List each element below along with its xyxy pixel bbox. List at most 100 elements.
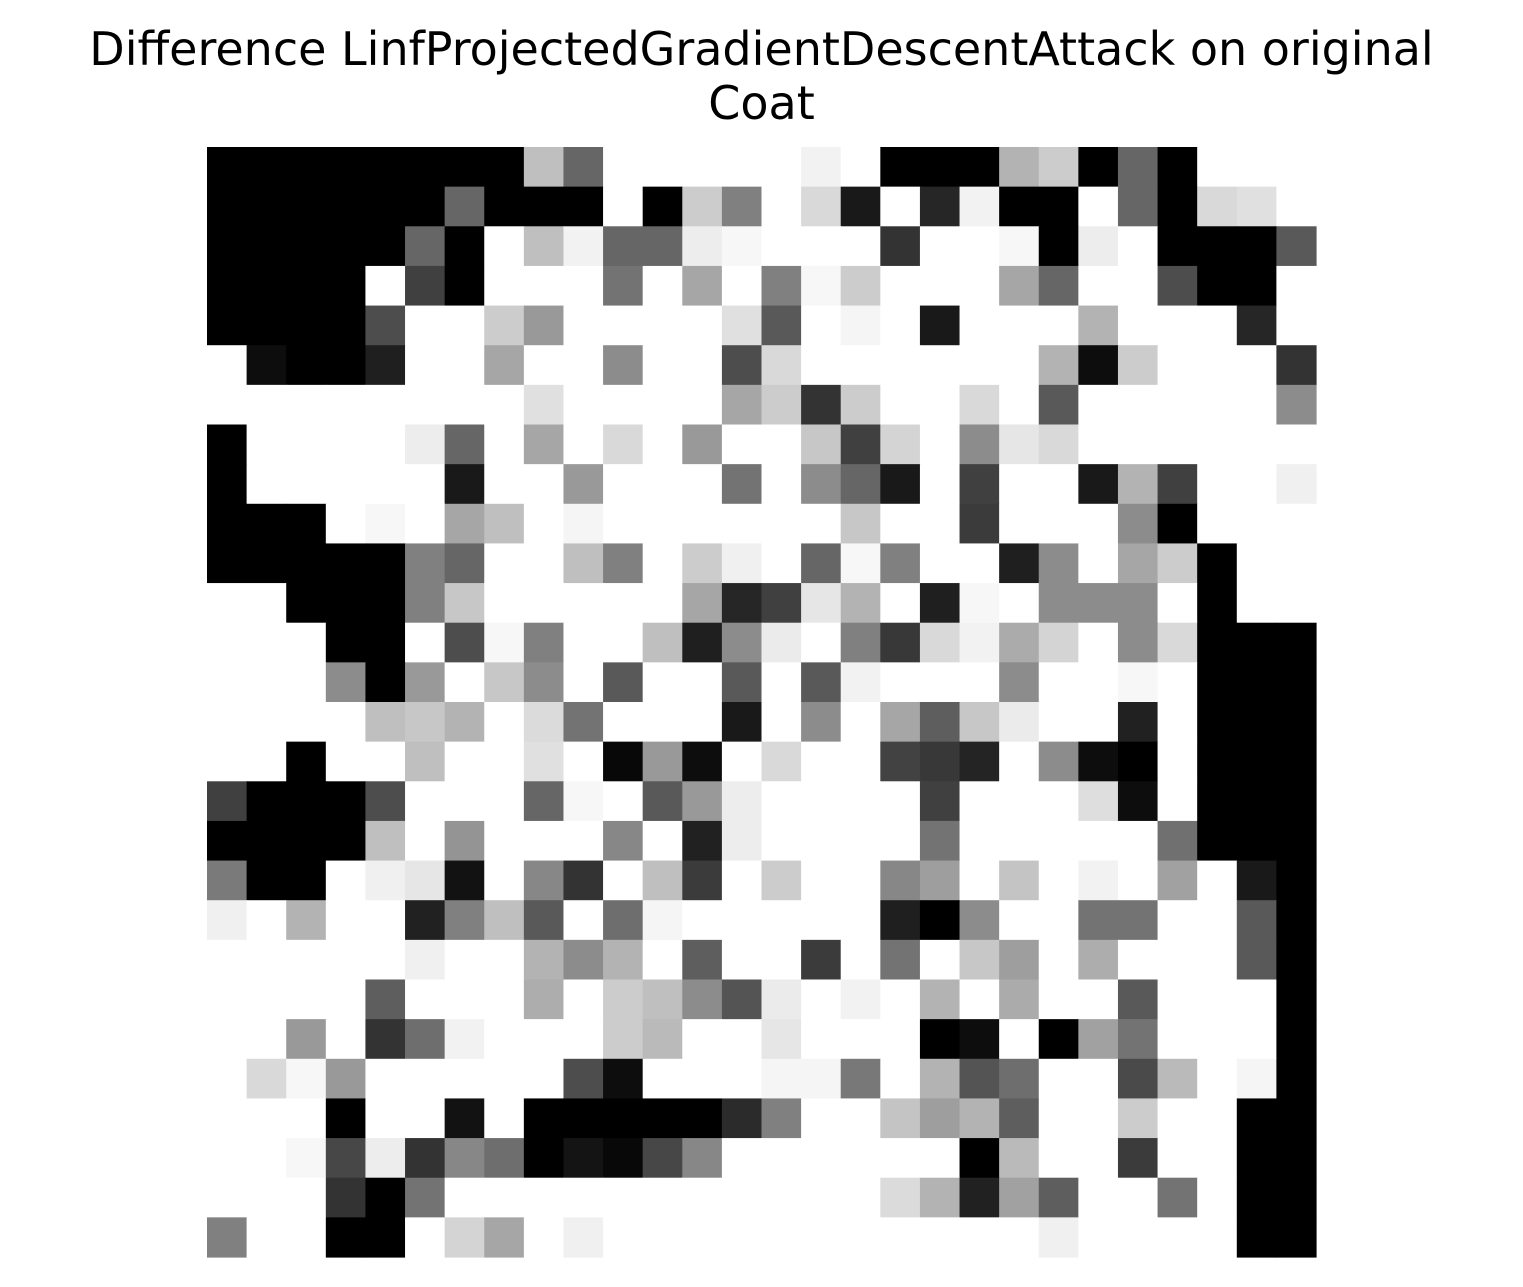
heatmap-cell (1158, 781, 1198, 821)
heatmap-cell (920, 147, 960, 187)
heatmap-cell (841, 940, 881, 980)
heatmap-cell (524, 425, 564, 465)
heatmap-cell (207, 306, 247, 346)
heatmap-cell (960, 1138, 1000, 1178)
heatmap-cell (603, 662, 643, 702)
heatmap-cell (999, 900, 1039, 940)
heatmap-cell (643, 1178, 683, 1218)
heatmap-cell (801, 147, 841, 187)
heatmap-cell (484, 147, 524, 187)
heatmap-cell (722, 980, 762, 1020)
heatmap-cell (1237, 980, 1277, 1020)
heatmap-cell (484, 1178, 524, 1218)
heatmap-cell (603, 226, 643, 266)
heatmap-cell (960, 980, 1000, 1020)
heatmap-cell (1078, 147, 1118, 187)
heatmap-cell (1237, 187, 1277, 227)
heatmap-cell (484, 187, 524, 227)
heatmap-cell (563, 1217, 603, 1257)
heatmap-cell (920, 1217, 960, 1257)
heatmap-cell (1237, 543, 1277, 583)
heatmap-cell (880, 821, 920, 861)
heatmap-cell (801, 1059, 841, 1099)
heatmap-cell (326, 1059, 366, 1099)
heatmap-cell (1158, 187, 1198, 227)
heatmap-cell (1118, 900, 1158, 940)
heatmap-cell (524, 504, 564, 544)
heatmap-cell (1158, 662, 1198, 702)
heatmap-cell (682, 940, 722, 980)
heatmap-cell (801, 504, 841, 544)
heatmap-cell (563, 266, 603, 306)
heatmap-cell (1118, 543, 1158, 583)
heatmap-cell (1237, 662, 1277, 702)
heatmap-cell (207, 1019, 247, 1059)
heatmap-cell (722, 861, 762, 901)
heatmap-cell (762, 742, 802, 782)
heatmap-cell (286, 583, 326, 623)
heatmap-cell (1158, 861, 1198, 901)
heatmap-cell (1118, 1019, 1158, 1059)
heatmap-cell (722, 306, 762, 346)
heatmap-cell (682, 1217, 722, 1257)
heatmap-cell (1237, 623, 1277, 663)
heatmap-cell (1158, 1217, 1198, 1257)
heatmap-cell (841, 266, 881, 306)
heatmap-cell (247, 385, 287, 425)
heatmap-cell (326, 861, 366, 901)
heatmap-cell (563, 1098, 603, 1138)
heatmap-cell (484, 742, 524, 782)
heatmap-cell (1118, 425, 1158, 465)
heatmap-cell (1078, 345, 1118, 385)
heatmap-cell (603, 385, 643, 425)
heatmap-cell (999, 187, 1039, 227)
heatmap-cell (643, 266, 683, 306)
heatmap-cell (841, 662, 881, 702)
heatmap-cell (286, 1059, 326, 1099)
heatmap-cell (1276, 821, 1316, 861)
heatmap-cell (960, 900, 1000, 940)
heatmap-cell (603, 1059, 643, 1099)
heatmap-cell (801, 306, 841, 346)
heatmap-cell (841, 980, 881, 1020)
heatmap-cell (365, 940, 405, 980)
heatmap-cell (247, 187, 287, 227)
heatmap-cell (484, 504, 524, 544)
heatmap-cell (247, 861, 287, 901)
heatmap-cell (1197, 464, 1237, 504)
heatmap-cell (247, 1217, 287, 1257)
heatmap-cell (563, 821, 603, 861)
heatmap-cell (326, 821, 366, 861)
heatmap-cell (1158, 266, 1198, 306)
heatmap-cell (286, 345, 326, 385)
heatmap-cell (445, 1019, 485, 1059)
heatmap-cell (484, 940, 524, 980)
heatmap-cell (484, 662, 524, 702)
heatmap-cell (445, 1178, 485, 1218)
heatmap-cell (1237, 226, 1277, 266)
heatmap-cell (762, 187, 802, 227)
heatmap-cell (801, 861, 841, 901)
heatmap-cell (207, 1098, 247, 1138)
heatmap-cell (1158, 147, 1198, 187)
heatmap-cell (563, 702, 603, 742)
heatmap-cell (1237, 861, 1277, 901)
heatmap-cell (920, 1178, 960, 1218)
heatmap-cell (445, 425, 485, 465)
heatmap-cell (682, 504, 722, 544)
heatmap-cell (365, 1138, 405, 1178)
heatmap-cell (445, 662, 485, 702)
heatmap-cell (247, 306, 287, 346)
heatmap-cell (524, 147, 564, 187)
heatmap-cell (920, 504, 960, 544)
heatmap-cell (880, 900, 920, 940)
heatmap-cell (286, 662, 326, 702)
heatmap-cell (1118, 702, 1158, 742)
heatmap-cell (326, 1019, 366, 1059)
heatmap-cell (484, 1217, 524, 1257)
heatmap-cell (682, 425, 722, 465)
heatmap-cell (643, 781, 683, 821)
heatmap-cell (207, 425, 247, 465)
heatmap-cell (801, 345, 841, 385)
heatmap-cell (563, 623, 603, 663)
